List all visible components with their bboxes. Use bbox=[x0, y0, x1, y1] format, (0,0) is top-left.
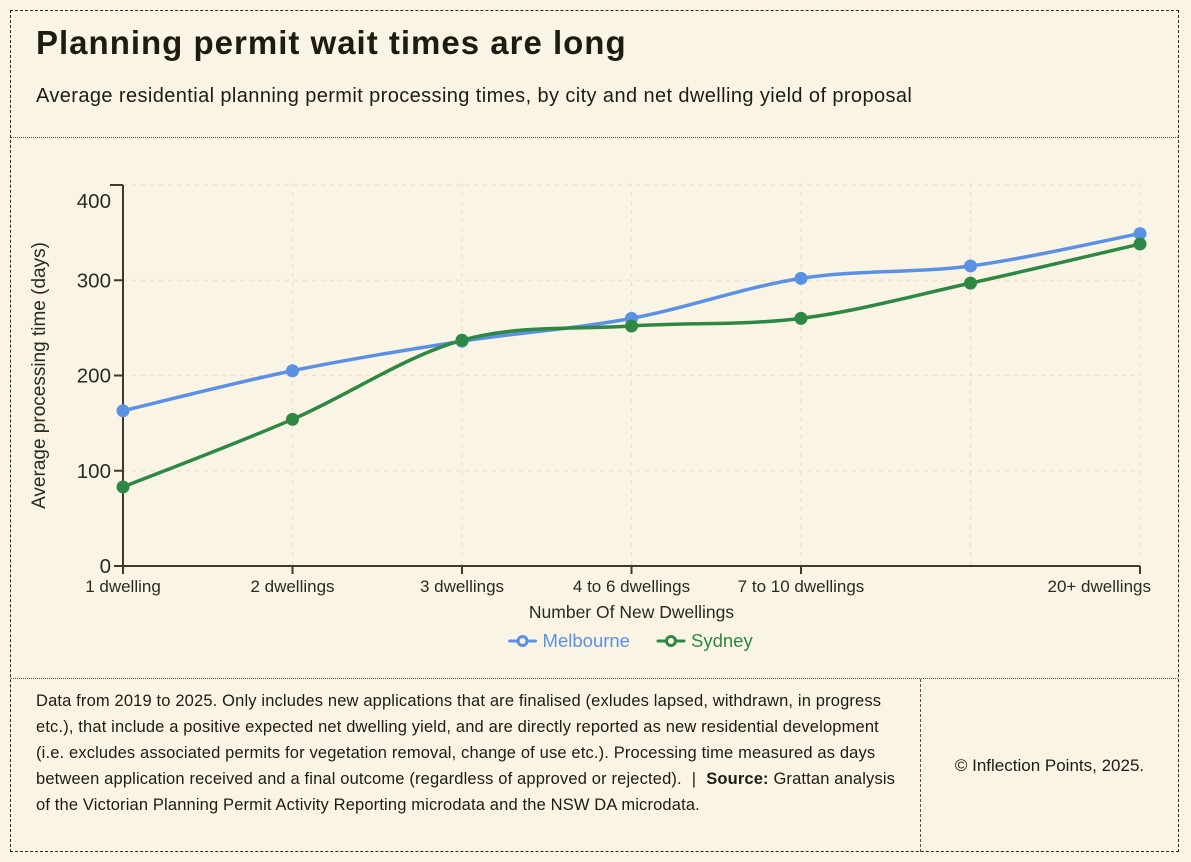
x-tick-label: 3 dwellings bbox=[420, 577, 504, 596]
data-point bbox=[455, 333, 469, 347]
footnote: Data from 2019 to 2025. Only includes ne… bbox=[11, 679, 920, 852]
y-tick-label: 100 bbox=[77, 460, 111, 483]
data-point bbox=[286, 364, 299, 378]
x-axis-title: Number Of New Dwellings bbox=[529, 602, 734, 622]
data-point bbox=[964, 259, 977, 273]
footnote-text: Data from 2019 to 2025. Only includes ne… bbox=[36, 692, 882, 788]
legend-label: Melbourne bbox=[543, 630, 630, 651]
x-tick-labels: 1 dwelling 2 dwellings 3 dwellings 4 to 6 d… bbox=[85, 566, 1151, 596]
x-tick-label: 4 to 6 dwellings bbox=[573, 577, 690, 596]
legend-label: Sydney bbox=[691, 630, 753, 651]
y-tick-label: 300 bbox=[77, 269, 111, 292]
source-text: Grattan analysis of the Victorian Planni… bbox=[36, 770, 896, 814]
source-label: Source: bbox=[706, 770, 769, 788]
page-subtitle: Average residential planning permit proc… bbox=[36, 85, 913, 107]
legend-marker-circle bbox=[664, 635, 677, 647]
data-point bbox=[116, 480, 130, 494]
x-tick-label: 20+ dwellings bbox=[1048, 577, 1152, 596]
x-tick-label: 1 dwelling bbox=[85, 577, 161, 596]
data-point bbox=[1133, 227, 1147, 241]
y-axis-title: Average processing time (days) bbox=[29, 242, 50, 509]
x-tick-label: 7 to 10 dwellings bbox=[738, 577, 865, 596]
y-tick-labels: 0 100 200 300 400 bbox=[77, 184, 123, 578]
legend-item-sydney: Sydney bbox=[656, 630, 753, 651]
data-point bbox=[964, 276, 977, 290]
y-tick-label: 200 bbox=[77, 365, 111, 388]
legend-marker-circle bbox=[516, 635, 529, 647]
data-point bbox=[625, 319, 638, 333]
series-points-sydney bbox=[116, 237, 1147, 494]
y-tick-label: 400 bbox=[77, 190, 111, 213]
legend: Melbourne Sydney bbox=[508, 630, 753, 651]
x-tick-label: 2 dwellings bbox=[250, 577, 334, 596]
data-point bbox=[1133, 237, 1147, 251]
legend-item-melbourne: Melbourne bbox=[508, 630, 630, 651]
copyright-cell: © Inflection Points, 2025. bbox=[920, 679, 1178, 852]
y-tick-label: 0 bbox=[100, 555, 111, 578]
data-point bbox=[286, 412, 299, 426]
chart-header: Planning permit wait times are long Aver… bbox=[11, 11, 1178, 138]
copyright-text: © Inflection Points, 2025. bbox=[954, 755, 1145, 775]
data-point bbox=[794, 271, 808, 285]
footnote-separator: | bbox=[691, 770, 697, 788]
page-title: Planning permit wait times are long bbox=[36, 24, 627, 61]
data-point bbox=[116, 404, 130, 418]
data-point bbox=[794, 311, 808, 325]
chart-footer: Data from 2019 to 2025. Only includes ne… bbox=[11, 678, 1178, 852]
